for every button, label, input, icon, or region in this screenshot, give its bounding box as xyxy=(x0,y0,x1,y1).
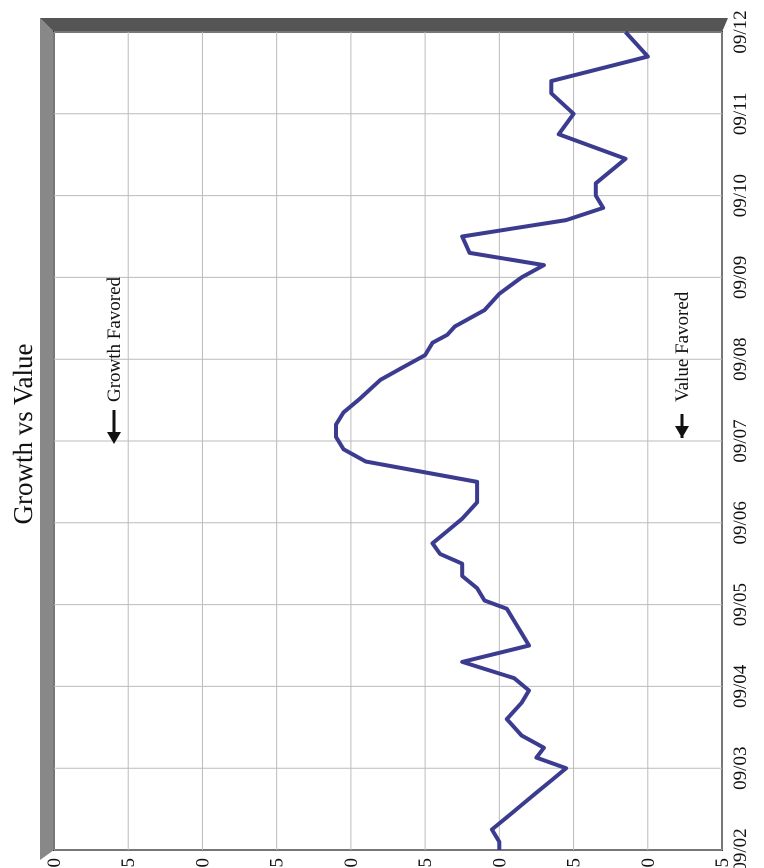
frame-left-edge xyxy=(40,18,54,860)
x-tick-label: 09/03 xyxy=(730,747,751,790)
x-tick-label: 09/02 xyxy=(730,828,751,868)
frame-top-edge xyxy=(40,18,728,32)
y-tick-label: 0.90 xyxy=(341,858,362,868)
annotation-value-label: Value Favored xyxy=(672,291,693,402)
arrow-down-head xyxy=(675,426,689,438)
annotation-growth: Growth Favored xyxy=(104,276,125,444)
x-tick-label: 09/12 xyxy=(730,10,751,53)
annotation-growth-label: Growth Favored xyxy=(104,276,125,402)
x-tick-label: 09/04 xyxy=(730,664,751,708)
x-tick-label: 09/08 xyxy=(730,338,751,381)
y-tick-label: 1.05 xyxy=(564,858,585,868)
y-tick-label: 1.10 xyxy=(638,858,659,868)
series-line xyxy=(334,30,650,850)
y-tick-label: 0.85 xyxy=(267,858,288,868)
x-tick-label: 09/09 xyxy=(730,256,751,299)
x-tick-label: 09/06 xyxy=(730,501,751,544)
x-tick-labels: 09/02 09/03 09/04 09/05 09/06 09/07 09/08 09/09… xyxy=(730,10,751,868)
x-tick-label: 09/07 xyxy=(730,419,751,462)
x-tick-label: 09/11 xyxy=(730,93,751,136)
y-tick-labels: 0.70 0.75 0.80 0.85 0.90 0.95 1.00 1.05 1.10 1.15 xyxy=(44,858,733,868)
y-tick-label: 0.70 xyxy=(44,858,65,868)
chart-title: Growth vs Value xyxy=(8,343,38,524)
grid-lines xyxy=(53,31,723,851)
x-tick-label: 09/05 xyxy=(730,583,751,626)
annotation-value: Value Favored xyxy=(672,291,693,438)
y-tick-label: 1.00 xyxy=(489,858,510,868)
y-tick-label: 0.95 xyxy=(415,858,436,868)
y-tick-label: 0.80 xyxy=(192,858,213,868)
x-tick-label: 09/10 xyxy=(730,174,751,217)
y-tick-label: 0.75 xyxy=(118,858,139,868)
y-tick-label: 1.15 xyxy=(712,858,733,868)
arrow-up-head xyxy=(107,432,121,444)
